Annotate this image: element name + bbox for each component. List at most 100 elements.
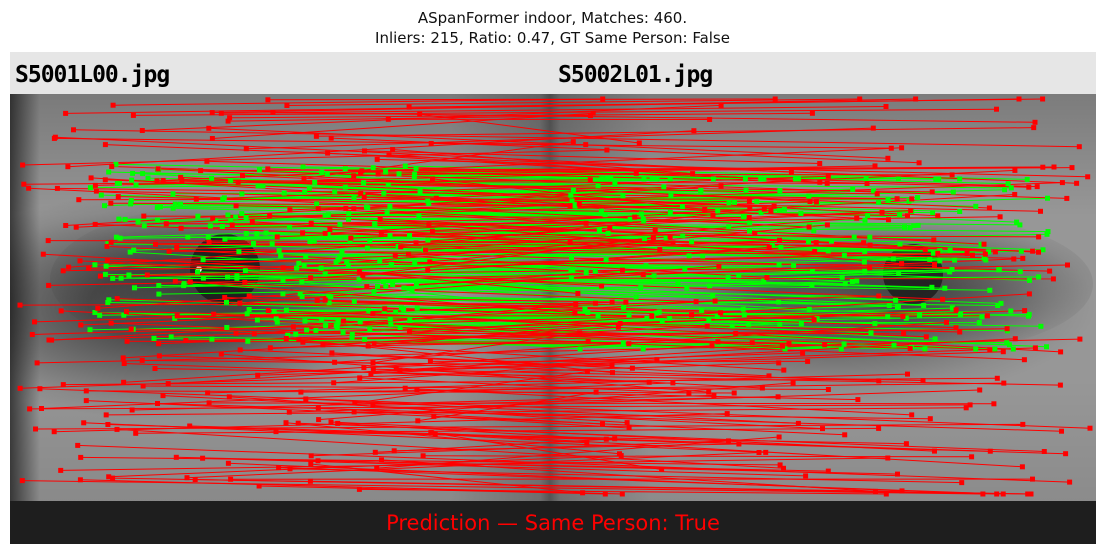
keypoint-marker [909, 196, 915, 202]
keypoint-marker [707, 117, 713, 122]
keypoint-marker [699, 307, 705, 313]
keypoint-marker [106, 474, 112, 480]
keypoint-marker [609, 299, 615, 305]
keypoint-marker [415, 418, 421, 424]
keypoint-marker [865, 213, 871, 219]
keypoint-marker [301, 263, 307, 269]
keypoint-marker [1067, 479, 1073, 485]
keypoint-marker [617, 321, 623, 326]
keypoint-marker [426, 222, 432, 228]
keypoint-marker [583, 270, 589, 275]
keypoint-marker [113, 234, 119, 240]
keypoint-marker [335, 420, 341, 426]
keypoint-marker [777, 237, 782, 243]
keypoint-marker [1038, 323, 1044, 329]
keypoint-marker [392, 252, 398, 258]
keypoint-marker [642, 236, 647, 242]
keypoint-marker [63, 110, 69, 116]
keypoint-marker [885, 455, 891, 461]
keypoint-marker [585, 338, 591, 344]
keypoint-marker [402, 163, 408, 169]
keypoint-marker [659, 318, 665, 324]
keypoint-marker [885, 197, 891, 203]
keypoint-marker [754, 198, 760, 204]
keypoint-marker [349, 334, 355, 340]
keypoint-marker [633, 294, 639, 300]
keypoint-marker [17, 302, 23, 308]
keypoint-marker [1018, 248, 1024, 254]
outlier-match-line [289, 468, 962, 484]
keypoint-marker [296, 260, 302, 266]
keypoint-marker [364, 284, 370, 290]
keypoint-marker [746, 198, 752, 204]
keypoint-marker [684, 285, 690, 291]
keypoint-marker [224, 325, 230, 330]
keypoint-marker [205, 390, 211, 396]
outlier-match-line [113, 98, 603, 106]
keypoint-marker [1024, 176, 1030, 182]
outlier-match-line [213, 313, 718, 343]
keypoint-marker [370, 402, 376, 408]
keypoint-marker [300, 339, 306, 345]
keypoint-marker [795, 420, 801, 426]
keypoint-marker [689, 312, 695, 318]
keypoint-marker [244, 311, 250, 317]
keypoint-marker [864, 181, 870, 186]
keypoint-marker [335, 320, 341, 326]
keypoint-marker [425, 267, 431, 273]
keypoint-marker [270, 110, 276, 115]
keypoint-marker [156, 283, 162, 288]
keypoint-marker [595, 313, 601, 319]
inlier-match-line [227, 270, 596, 278]
keypoint-marker [357, 375, 363, 381]
keypoint-marker [1030, 476, 1035, 482]
keypoint-marker [1044, 344, 1049, 350]
keypoint-marker [893, 297, 899, 303]
keypoint-marker [610, 370, 615, 376]
keypoint-marker [1006, 342, 1012, 348]
keypoint-marker [775, 394, 781, 400]
inlier-match-line [304, 191, 1017, 223]
keypoint-marker [314, 297, 320, 303]
keypoint-marker [160, 393, 166, 399]
keypoint-marker [240, 173, 245, 179]
keypoint-marker [604, 176, 610, 182]
keypoint-marker [749, 340, 755, 346]
keypoint-marker [254, 231, 260, 237]
keypoint-marker [129, 407, 135, 413]
left-shadow-edge [10, 94, 40, 501]
keypoint-marker [620, 193, 626, 199]
keypoint-marker [1028, 491, 1034, 497]
keypoint-marker [1059, 428, 1064, 434]
keypoint-marker [364, 245, 370, 251]
keypoint-marker [367, 326, 373, 332]
outlier-match-line [190, 281, 575, 314]
keypoint-marker [256, 483, 262, 489]
keypoint-marker [155, 166, 161, 172]
keypoint-marker [1008, 308, 1014, 314]
keypoint-marker [326, 293, 332, 299]
keypoint-marker [174, 245, 180, 250]
keypoint-marker [855, 397, 861, 403]
right-image-name: S5002L01.jpg [558, 62, 713, 88]
keypoint-marker [17, 385, 23, 391]
keypoint-marker [130, 170, 136, 176]
keypoint-marker [361, 365, 367, 371]
outlier-match-line [272, 112, 1036, 123]
keypoint-marker [297, 291, 303, 297]
keypoint-marker [867, 234, 873, 240]
figure-title-line2: Inliers: 215, Ratio: 0.47, GT Same Perso… [375, 29, 730, 47]
keypoint-marker [1032, 345, 1038, 351]
keypoint-marker [228, 177, 234, 183]
keypoint-marker [141, 223, 147, 229]
keypoint-marker [707, 283, 713, 289]
keypoint-marker [73, 224, 79, 230]
keypoint-marker [211, 311, 217, 317]
keypoint-marker [693, 299, 699, 305]
keypoint-marker [378, 231, 384, 237]
outlier-match-line [158, 309, 957, 345]
keypoint-marker [752, 231, 758, 236]
inlier-match-line [94, 264, 572, 271]
keypoint-marker [686, 253, 692, 259]
outlier-match-line [105, 144, 1077, 184]
